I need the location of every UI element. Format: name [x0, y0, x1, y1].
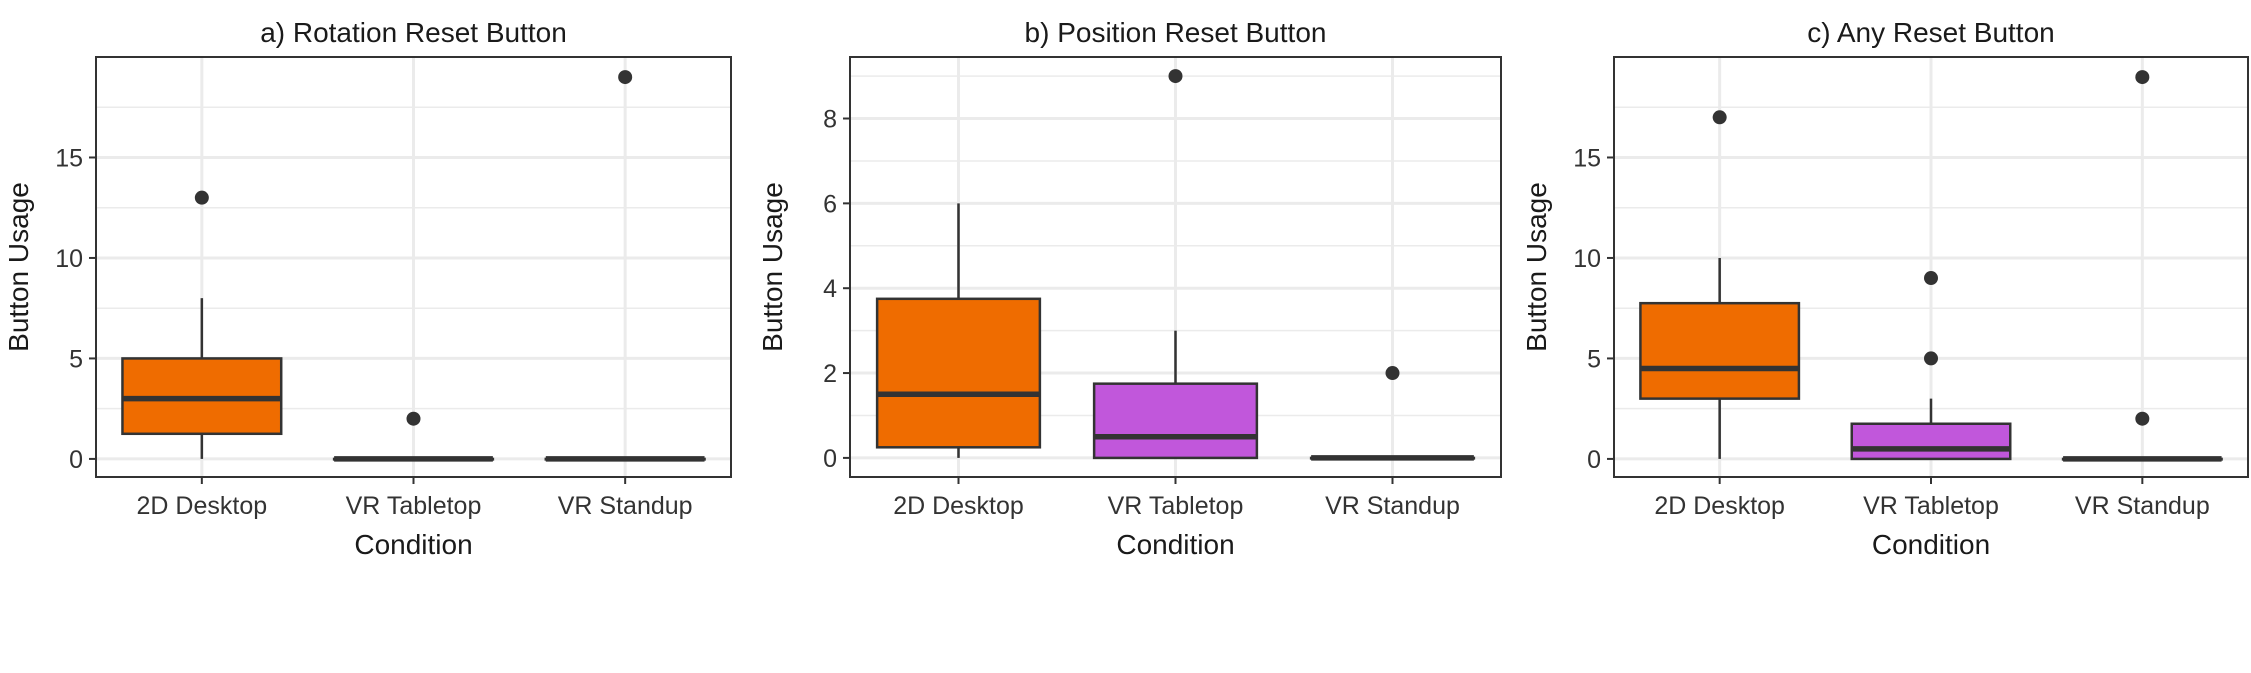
x-tick-label: VR Tabletop — [1863, 492, 1999, 520]
iqr-box — [1850, 422, 2012, 461]
chart-panel-1: 0 5 10 15 2D Desktop VR Tabletop VR Standup a) … — [3, 17, 732, 560]
x-axis-title: Condition — [354, 529, 472, 560]
x-axis-title: Condition — [1872, 529, 1990, 560]
outlier-point — [618, 70, 633, 85]
chart-panel-3: 0 5 10 15 2D Desktop VR Tabletop VR Standup c) … — [1521, 17, 2249, 560]
x-tick-label: 2D Desktop — [137, 492, 268, 520]
y-axis-title: Button Usage — [1521, 182, 1552, 352]
y-axis-title: Button Usage — [757, 182, 788, 352]
y-tick-label: 6 — [823, 190, 837, 218]
y-tick-label: 10 — [1573, 245, 1601, 273]
y-tick-label: 5 — [69, 345, 83, 373]
box-vr-tabletop — [1850, 271, 2012, 461]
chart-title: a) Rotation Reset Button — [260, 17, 567, 48]
chart-title: c) Any Reset Button — [1807, 17, 2054, 48]
y-tick-label: 0 — [69, 446, 83, 474]
box-vr-tabletop — [332, 411, 495, 462]
x-tick-label: VR Tabletop — [1108, 492, 1244, 520]
outlier-point — [2135, 411, 2150, 426]
outlier-point — [1712, 110, 1727, 125]
box-2d-desktop — [121, 190, 283, 459]
outlier-point — [1168, 69, 1183, 84]
chart-panel-2: 0 2 4 6 8 2D Desktop VR Tabletop VR Standup b) P… — [757, 17, 1502, 560]
outlier-point — [2135, 70, 2150, 85]
box-vr-standup — [544, 70, 706, 462]
y-tick-label: 2 — [823, 360, 837, 388]
outlier-point — [406, 411, 421, 426]
y-tick-label: 15 — [55, 144, 83, 172]
x-tick-label: 2D Desktop — [1654, 492, 1785, 520]
x-tick-label: 2D Desktop — [893, 492, 1024, 520]
x-tick-label: VR Tabletop — [346, 492, 482, 520]
box-vr-tabletop — [1092, 69, 1259, 460]
iqr-box — [1092, 382, 1259, 460]
box-2d-desktop — [1639, 110, 1801, 459]
iqr-box — [875, 297, 1042, 449]
y-tick-label: 15 — [1573, 144, 1601, 172]
y-tick-label: 0 — [823, 445, 837, 473]
box-2d-desktop — [875, 203, 1042, 458]
iqr-box — [1639, 301, 1801, 400]
x-axis-title: Condition — [1116, 529, 1234, 560]
outlier-point — [1924, 271, 1938, 286]
x-tick-label: VR Standup — [2075, 492, 2210, 520]
y-tick-label: 8 — [823, 106, 837, 134]
chart-title: b) Position Reset Button — [1025, 17, 1327, 48]
y-tick-label: 10 — [55, 245, 83, 273]
y-tick-label: 5 — [1587, 345, 1601, 373]
box-vr-standup — [1309, 366, 1476, 461]
y-axis-title: Button Usage — [3, 182, 34, 352]
y-tick-label: 0 — [1587, 446, 1601, 474]
box-vr-standup — [2061, 70, 2223, 462]
x-tick-label: VR Standup — [1325, 492, 1460, 520]
outlier-point — [194, 190, 209, 205]
y-tick-label: 4 — [823, 275, 837, 303]
outlier-point — [1924, 351, 1938, 366]
x-tick-label: VR Standup — [558, 492, 693, 520]
outlier-point — [1385, 366, 1400, 381]
